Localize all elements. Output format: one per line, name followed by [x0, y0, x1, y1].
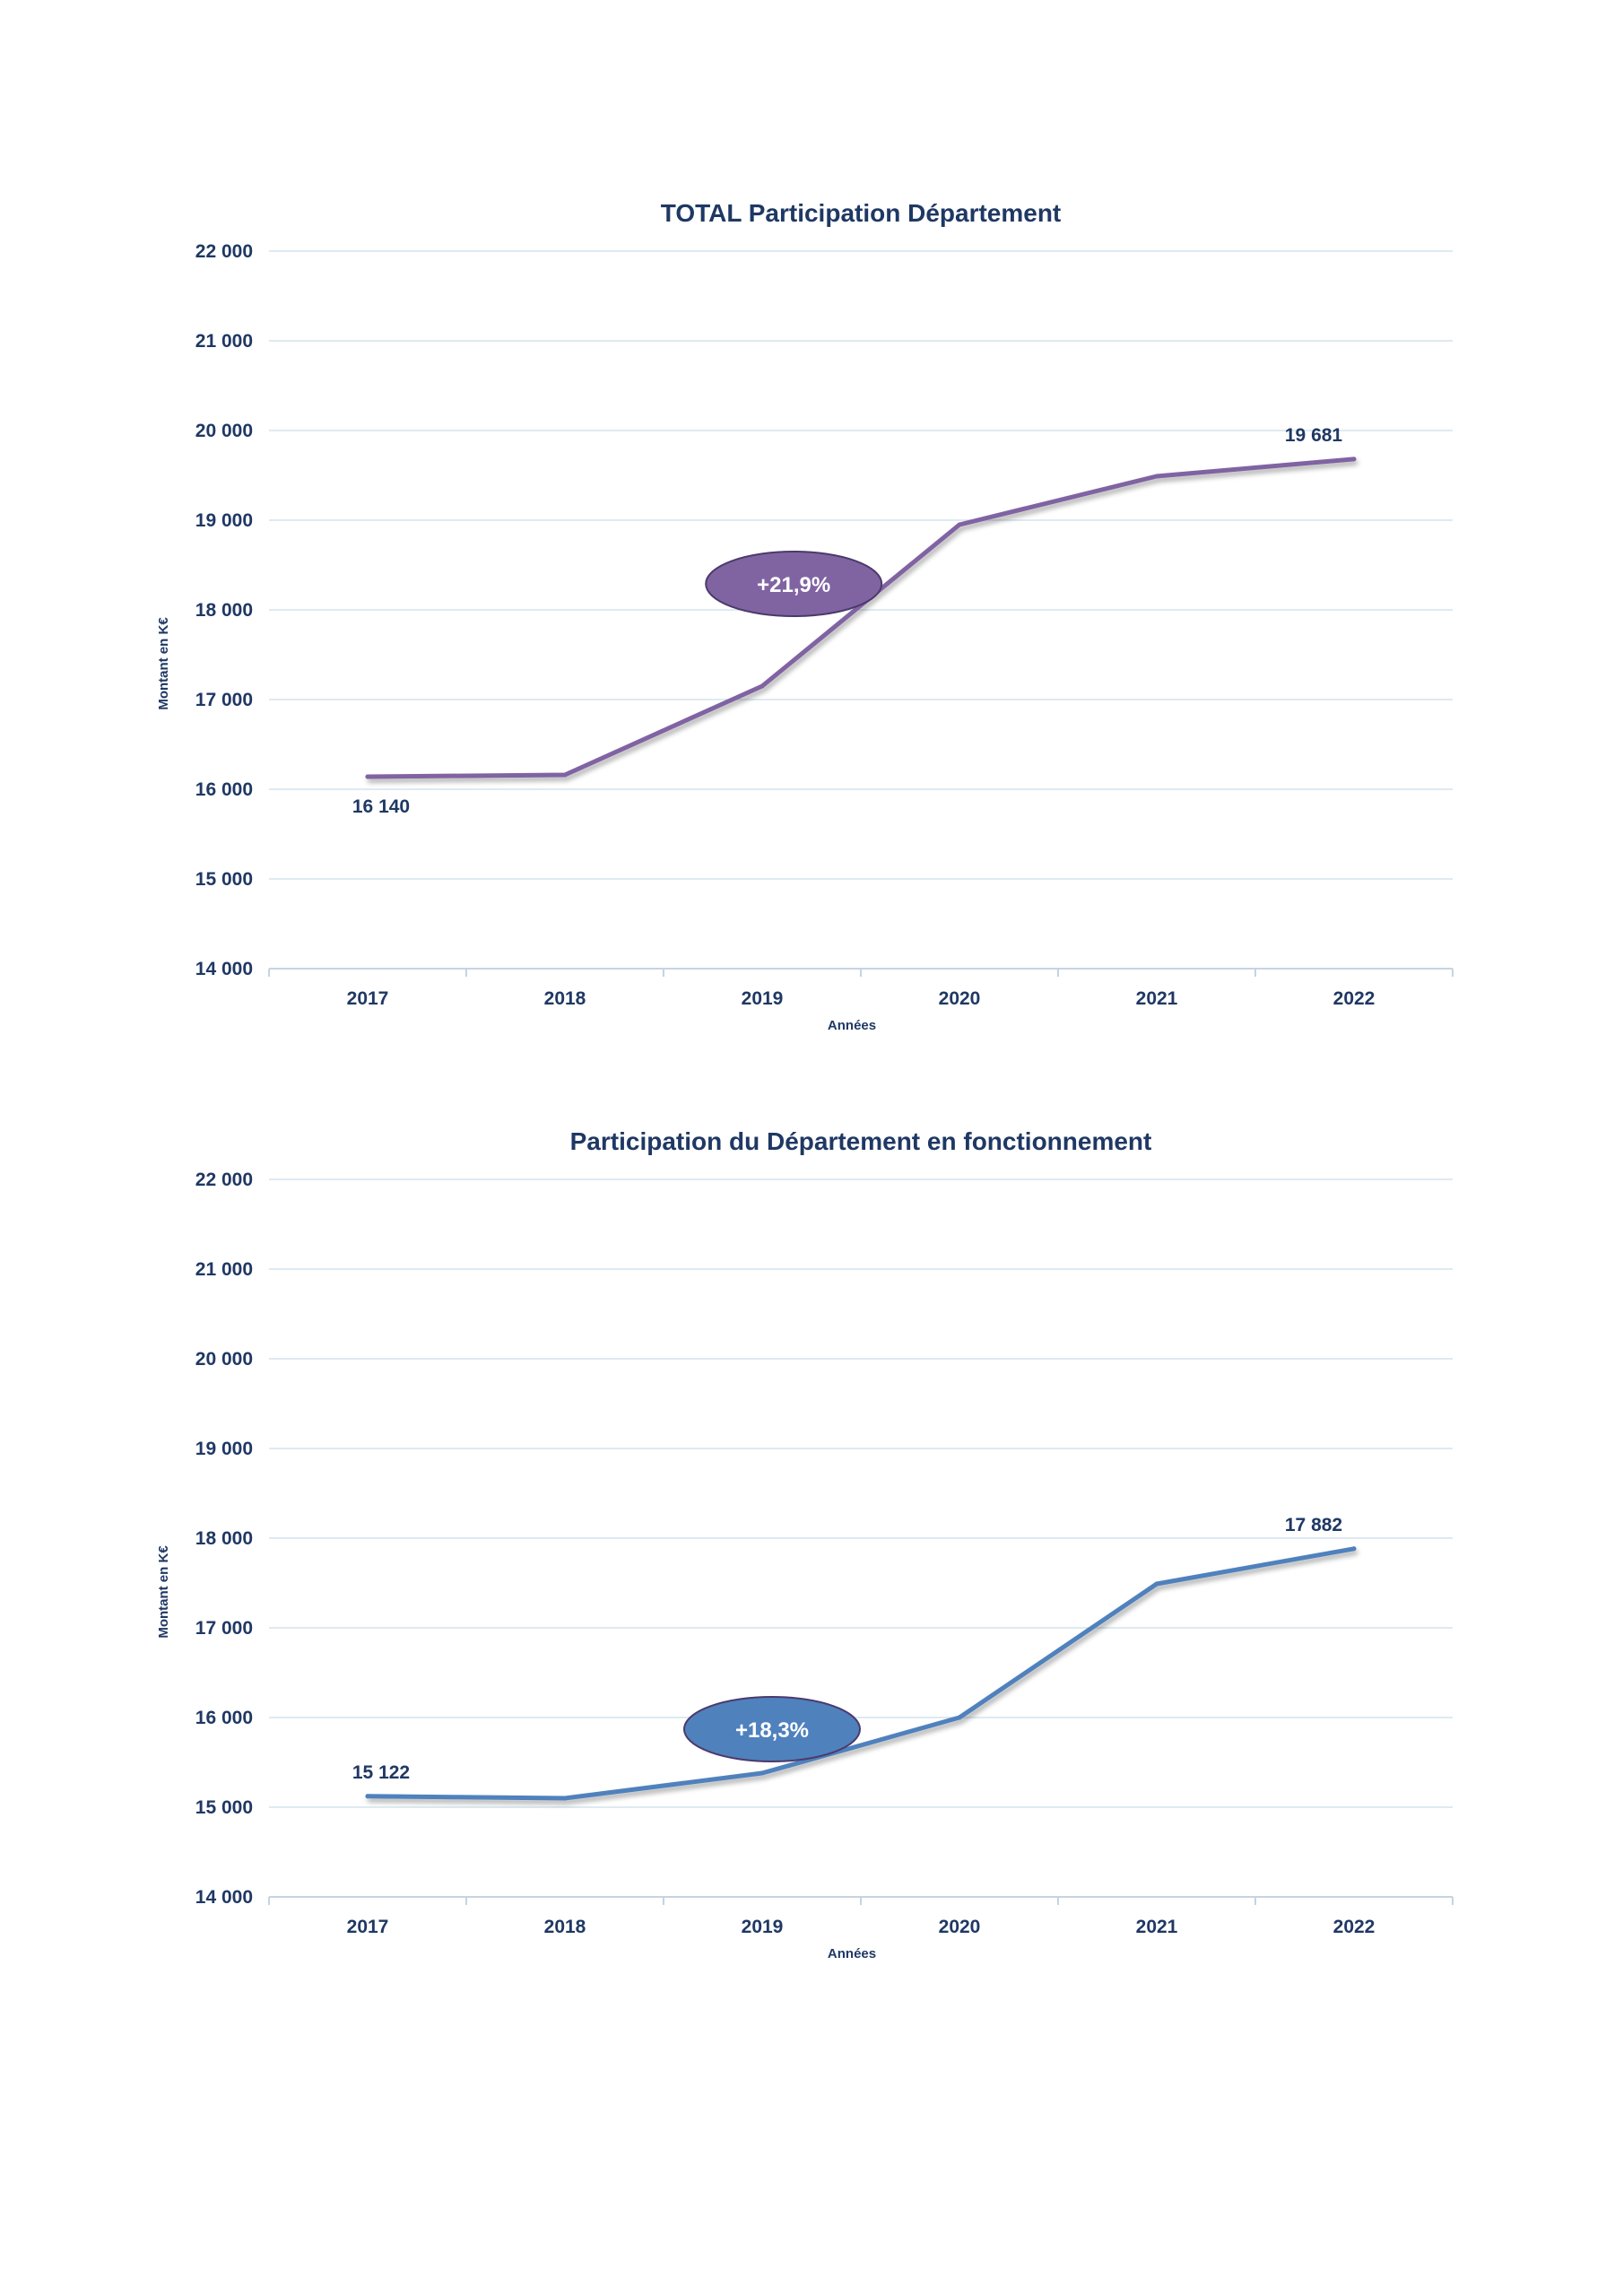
- y-tick-label: 15 000: [195, 869, 253, 890]
- data-point: [957, 1715, 962, 1720]
- y-tick-label: 15 000: [195, 1797, 253, 1818]
- x-tick-label: 2017: [347, 1917, 389, 1937]
- x-tick-label: 2020: [939, 1917, 981, 1937]
- chart-svg: TOTAL Participation Département 14 000 15 …: [156, 199, 1454, 1033]
- chart-participation-fonctionnement: Participation du Département en fonction…: [0, 1090, 1623, 1987]
- y-tick-label: 17 000: [195, 690, 253, 710]
- x-tick-label: 2020: [939, 988, 981, 1009]
- data-point: [1351, 457, 1357, 462]
- y-tick-label: 16 000: [195, 1708, 253, 1728]
- x-axis-title: Années: [828, 1018, 876, 1033]
- y-tick-label: 19 000: [195, 510, 253, 531]
- x-axis-title: Années: [828, 1946, 876, 1961]
- callout-text: +21,9%: [757, 573, 830, 597]
- x-tick-label: 2022: [1333, 1917, 1376, 1937]
- data-label: 17 882: [1285, 1515, 1342, 1535]
- y-tick-label: 14 000: [195, 1887, 253, 1908]
- chart-svg: Participation du Département en fonction…: [156, 1127, 1454, 1961]
- data-point: [562, 772, 568, 778]
- data-label: 16 140: [352, 796, 410, 817]
- x-tick-label: 2018: [544, 988, 586, 1009]
- y-axis-title: Montant en K€: [156, 1545, 171, 1639]
- y-tick-label: 14 000: [195, 959, 253, 979]
- data-point: [562, 1796, 568, 1801]
- x-tick-label: 2017: [347, 988, 389, 1009]
- chart-total-participation: TOTAL Participation Département 14 000 15 …: [0, 161, 1623, 1058]
- y-tick-label: 17 000: [195, 1618, 253, 1639]
- y-tick-label: 22 000: [195, 241, 253, 262]
- data-point: [1154, 1581, 1159, 1587]
- callout-ellipse: [705, 551, 883, 617]
- data-point: [365, 774, 370, 779]
- data-point: [1154, 474, 1159, 479]
- x-tick-label: 2018: [544, 1917, 586, 1937]
- data-point: [957, 522, 962, 527]
- growth-callout: +18,3%: [683, 1696, 861, 1762]
- y-tick-label: 22 000: [195, 1170, 253, 1190]
- y-tick-label: 21 000: [195, 1259, 253, 1280]
- chart-title: Participation du Département en fonction…: [570, 1127, 1152, 1155]
- y-tick-label: 18 000: [195, 1528, 253, 1549]
- data-point: [759, 1770, 765, 1776]
- y-tick-label: 18 000: [195, 600, 253, 621]
- y-tick-label: 21 000: [195, 331, 253, 352]
- y-tick-label: 16 000: [195, 779, 253, 800]
- series-line: [365, 457, 1357, 779]
- x-tick-label: 2021: [1136, 1917, 1178, 1937]
- y-axis-title: Montant en K€: [156, 617, 171, 710]
- x-tick-label: 2022: [1333, 988, 1376, 1009]
- callout-text: +18,3%: [735, 1718, 809, 1743]
- callout-ellipse: [683, 1696, 861, 1762]
- data-point: [1351, 1546, 1357, 1552]
- chart-title: TOTAL Participation Département: [661, 199, 1062, 227]
- series-line: [365, 1546, 1357, 1801]
- x-tick-label: 2021: [1136, 988, 1178, 1009]
- y-tick-label: 20 000: [195, 421, 253, 441]
- y-tick-label: 19 000: [195, 1439, 253, 1459]
- y-tick-label: 20 000: [195, 1349, 253, 1370]
- data-point: [759, 683, 765, 689]
- data-label: 19 681: [1285, 425, 1343, 446]
- x-tick-label: 2019: [742, 988, 784, 1009]
- x-tick-label: 2019: [742, 1917, 784, 1937]
- data-label: 15 122: [352, 1762, 410, 1783]
- data-point: [365, 1794, 370, 1799]
- growth-callout: +21,9%: [705, 551, 883, 617]
